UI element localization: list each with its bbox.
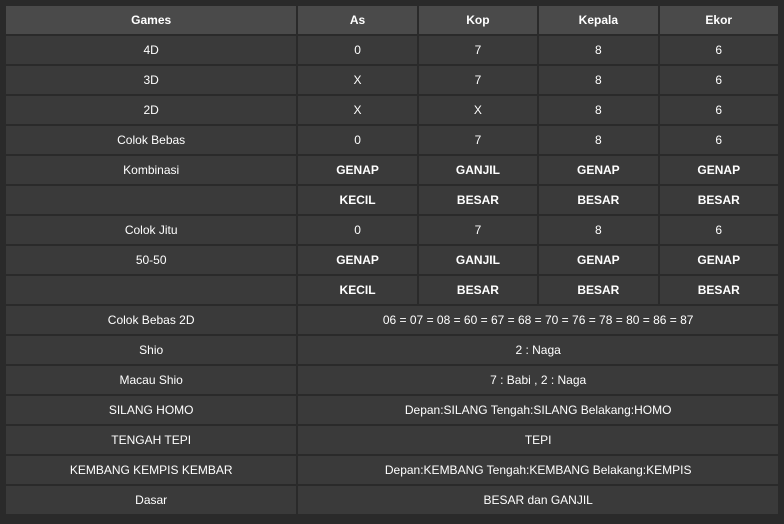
- game-label: Colok Jitu: [6, 216, 296, 244]
- game-label: Colok Bebas 2D: [6, 306, 296, 334]
- cell-kepala: 8: [539, 216, 657, 244]
- game-label: [6, 276, 296, 304]
- game-label: SILANG HOMO: [6, 396, 296, 424]
- merged-cell: Depan:KEMBANG Tengah:KEMBANG Belakang:KE…: [298, 456, 778, 484]
- cell-kepala: GENAP: [539, 156, 657, 184]
- game-label: Kombinasi: [6, 156, 296, 184]
- cell-kop: BESAR: [419, 186, 537, 214]
- cell-ekor: 6: [660, 126, 778, 154]
- cell-as: 0: [298, 216, 416, 244]
- cell-as: 0: [298, 126, 416, 154]
- cell-kop: 7: [419, 66, 537, 94]
- cell-as: X: [298, 66, 416, 94]
- game-label: [6, 186, 296, 214]
- cell-ekor: BESAR: [660, 276, 778, 304]
- game-label: Shio: [6, 336, 296, 364]
- cell-kop: 7: [419, 36, 537, 64]
- merged-cell: 7 : Babi , 2 : Naga: [298, 366, 778, 394]
- table-row: TENGAH TEPI TEPI: [6, 426, 778, 454]
- cell-ekor: 6: [660, 216, 778, 244]
- cell-kop: 7: [419, 216, 537, 244]
- table-row: 2D X X 8 6: [6, 96, 778, 124]
- game-label: 50-50: [6, 246, 296, 274]
- col-kop: Kop: [419, 6, 537, 34]
- cell-as: KECIL: [298, 186, 416, 214]
- cell-ekor: GENAP: [660, 246, 778, 274]
- merged-cell: 2 : Naga: [298, 336, 778, 364]
- game-label: TENGAH TEPI: [6, 426, 296, 454]
- table-row: Colok Bebas 0 7 8 6: [6, 126, 778, 154]
- game-label: 3D: [6, 66, 296, 94]
- cell-kop: BESAR: [419, 276, 537, 304]
- col-kepala: Kepala: [539, 6, 657, 34]
- cell-kepala: 8: [539, 96, 657, 124]
- game-label: Dasar: [6, 486, 296, 514]
- header-row: Games As Kop Kepala Ekor: [6, 6, 778, 34]
- table-row: KEMBANG KEMPIS KEMBAR Depan:KEMBANG Teng…: [6, 456, 778, 484]
- table-row: Colok Jitu 0 7 8 6: [6, 216, 778, 244]
- cell-as: GENAP: [298, 156, 416, 184]
- cell-kepala: BESAR: [539, 186, 657, 214]
- game-label: KEMBANG KEMPIS KEMBAR: [6, 456, 296, 484]
- cell-kop: GANJIL: [419, 156, 537, 184]
- cell-kop: X: [419, 96, 537, 124]
- lottery-table: Games As Kop Kepala Ekor 4D 0 7 8 6 3D X…: [4, 4, 780, 516]
- col-as: As: [298, 6, 416, 34]
- cell-as: 0: [298, 36, 416, 64]
- cell-kepala: BESAR: [539, 276, 657, 304]
- col-games: Games: [6, 6, 296, 34]
- game-label: 2D: [6, 96, 296, 124]
- table-row: SILANG HOMO Depan:SILANG Tengah:SILANG B…: [6, 396, 778, 424]
- cell-kepala: 8: [539, 66, 657, 94]
- cell-kop: 7: [419, 126, 537, 154]
- cell-ekor: BESAR: [660, 186, 778, 214]
- table-row: Shio 2 : Naga: [6, 336, 778, 364]
- cell-kop: GANJIL: [419, 246, 537, 274]
- merged-cell: TEPI: [298, 426, 778, 454]
- merged-cell: Depan:SILANG Tengah:SILANG Belakang:HOMO: [298, 396, 778, 424]
- table-row: KECIL BESAR BESAR BESAR: [6, 186, 778, 214]
- cell-kepala: 8: [539, 36, 657, 64]
- cell-as: GENAP: [298, 246, 416, 274]
- cell-ekor: 6: [660, 66, 778, 94]
- cell-kepala: 8: [539, 126, 657, 154]
- table-row: 4D 0 7 8 6: [6, 36, 778, 64]
- col-ekor: Ekor: [660, 6, 778, 34]
- table-row: 3D X 7 8 6: [6, 66, 778, 94]
- game-label: Colok Bebas: [6, 126, 296, 154]
- game-label: 4D: [6, 36, 296, 64]
- merged-cell: 06 = 07 = 08 = 60 = 67 = 68 = 70 = 76 = …: [298, 306, 778, 334]
- cell-ekor: 6: [660, 36, 778, 64]
- merged-cell: BESAR dan GANJIL: [298, 486, 778, 514]
- table-row: Macau Shio 7 : Babi , 2 : Naga: [6, 366, 778, 394]
- table-row: 50-50 GENAP GANJIL GENAP GENAP: [6, 246, 778, 274]
- cell-kepala: GENAP: [539, 246, 657, 274]
- cell-ekor: GENAP: [660, 156, 778, 184]
- table-row: Kombinasi GENAP GANJIL GENAP GENAP: [6, 156, 778, 184]
- cell-ekor: 6: [660, 96, 778, 124]
- table-row: Colok Bebas 2D 06 = 07 = 08 = 60 = 67 = …: [6, 306, 778, 334]
- table-row: KECIL BESAR BESAR BESAR: [6, 276, 778, 304]
- game-label: Macau Shio: [6, 366, 296, 394]
- cell-as: KECIL: [298, 276, 416, 304]
- table-row: Dasar BESAR dan GANJIL: [6, 486, 778, 514]
- cell-as: X: [298, 96, 416, 124]
